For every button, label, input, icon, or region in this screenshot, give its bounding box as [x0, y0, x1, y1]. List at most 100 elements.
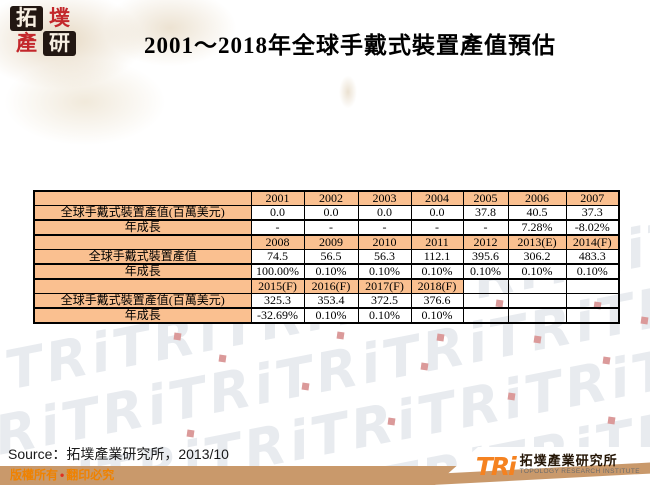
growth-cell: -8.02%	[565, 219, 620, 236]
value-cell: 37.8	[462, 205, 509, 221]
year-cell: 2014(F)	[565, 234, 620, 250]
empty-cell	[565, 278, 620, 294]
value-row: 全球手戴式裝置產值(百萬美元) 0.0 0.0 0.0 0.0 37.8 40.…	[33, 205, 620, 221]
row-label: 全球手戴式裝置產值(百萬美元)	[33, 293, 252, 309]
year-cell: 2006	[507, 190, 567, 206]
value-cell: 56.5	[303, 249, 359, 265]
tri-mark-icon: TRi	[475, 452, 517, 481]
value-cell: 0.0	[410, 205, 464, 221]
watermark-dot	[336, 331, 345, 340]
tri-logo: TRi 拓墣產業研究所 TOPOLOGY RESEARCH INSTITUTE	[475, 452, 640, 481]
year-cell: 2007	[565, 190, 620, 206]
data-table: 2001 2002 2003 2004 2005 2006 2007 全球手戴式…	[33, 190, 620, 324]
year-cell: 2009	[303, 234, 359, 250]
growth-cell: 0.10%	[303, 263, 359, 280]
row-label: 年成長	[33, 263, 252, 280]
growth-cell: -	[410, 219, 464, 236]
value-cell: 306.2	[507, 249, 567, 265]
watermark-dot	[173, 332, 182, 341]
corner-cell	[33, 190, 252, 206]
watermark-dot	[301, 382, 310, 391]
corner-cell	[33, 278, 252, 294]
copyright-text: 版權所有 • 翻印必究	[0, 466, 650, 485]
row-label: 年成長	[33, 307, 252, 324]
source-note: Source：拓墣產業研究所，2013/10	[8, 446, 229, 462]
year-cell: 2008	[250, 234, 305, 250]
seal-char: 墣	[49, 6, 70, 30]
growth-cell: -	[250, 219, 305, 236]
empty-cell	[507, 278, 567, 294]
watermark-dot	[420, 362, 429, 371]
watermark-dot	[607, 416, 616, 425]
copyright-right: 翻印必究	[66, 468, 115, 482]
growth-cell: 7.28%	[507, 219, 567, 236]
value-cell: 0.0	[357, 205, 412, 221]
watermark-dot	[387, 417, 396, 426]
value-cell: 56.3	[357, 249, 412, 265]
year-cell: 2002	[303, 190, 359, 206]
year-cell: 2015(F)	[250, 278, 305, 294]
row-label: 全球手戴式裝置產值(百萬美元)	[33, 205, 252, 221]
seal-char: 產	[16, 31, 37, 55]
watermark-dot	[436, 333, 445, 342]
value-cell: 353.4	[303, 293, 359, 309]
year-cell: 2004	[410, 190, 464, 206]
year-cell: 2005	[462, 190, 509, 206]
company-seal-logo: 拓 墣 產 研	[10, 6, 76, 56]
value-row: 全球手戴式裝置產值 74.5 56.5 56.3 112.1 395.6 306…	[33, 249, 620, 265]
growth-cell: -	[303, 219, 359, 236]
value-cell: 0.0	[250, 205, 305, 221]
value-cell: 372.5	[357, 293, 412, 309]
copyright-left: 版權所有	[10, 468, 59, 482]
growth-cell: -32.69%	[250, 307, 305, 324]
growth-cell: 0.10%	[357, 307, 412, 324]
value-row: 全球手戴式裝置產值(百萬美元) 325.3 353.4 372.5 376.6	[33, 293, 620, 309]
year-cell: 2011	[410, 234, 464, 250]
value-cell: 483.3	[565, 249, 620, 265]
row-label: 年成長	[33, 219, 252, 236]
year-header-row: 2015(F) 2016(F) 2017(F) 2018(F)	[33, 278, 620, 294]
copyright-dot: •	[60, 468, 65, 482]
row-label: 全球手戴式裝置產值	[33, 249, 252, 265]
value-cell: 112.1	[410, 249, 464, 265]
brand-names: 拓墣產業研究所 TOPOLOGY RESEARCH INSTITUTE	[519, 453, 640, 476]
growth-cell: 0.10%	[507, 263, 567, 280]
year-header-row: 2001 2002 2003 2004 2005 2006 2007	[33, 190, 620, 206]
watermark-dot	[602, 356, 611, 365]
year-cell: 2012	[462, 234, 509, 250]
year-cell: 2016(F)	[303, 278, 359, 294]
year-header-row: 2008 2009 2010 2011 2012 2013(E) 2014(F)	[33, 234, 620, 250]
value-cell: 37.3	[565, 205, 620, 221]
growth-cell: -	[462, 219, 509, 236]
value-cell: 376.6	[410, 293, 464, 309]
year-cell: 2010	[357, 234, 412, 250]
value-cell: 74.5	[250, 249, 305, 265]
year-cell: 2013(E)	[507, 234, 567, 250]
value-cell: 395.6	[462, 249, 509, 265]
watermark-dot	[507, 392, 516, 401]
brand-name-zh: 拓墣產業研究所	[519, 453, 618, 468]
empty-cell	[462, 278, 509, 294]
year-cell: 2018(F)	[410, 278, 464, 294]
empty-cell	[507, 307, 567, 324]
empty-cell	[507, 293, 567, 309]
empty-cell	[565, 307, 620, 324]
year-cell: 2017(F)	[357, 278, 412, 294]
growth-cell: -	[357, 219, 412, 236]
growth-row: 年成長 100.00% 0.10% 0.10% 0.10% 0.10% 0.10…	[33, 263, 620, 280]
empty-cell	[565, 293, 620, 309]
growth-cell: 0.10%	[410, 307, 464, 324]
brand-name-en: TOPOLOGY RESEARCH INSTITUTE	[519, 468, 640, 476]
watermark-dot	[640, 316, 649, 325]
growth-row: 年成長 - - - - - 7.28% -8.02%	[33, 219, 620, 236]
empty-cell	[462, 293, 509, 309]
corner-cell	[33, 234, 252, 250]
growth-cell: 0.10%	[462, 263, 509, 280]
growth-cell: 0.10%	[303, 307, 359, 324]
growth-cell: 0.10%	[357, 263, 412, 280]
seal-char: 研	[43, 31, 76, 56]
slide-title: 2001～2018年全球手戴式裝置產值預估	[144, 33, 556, 58]
seal-char: 拓	[10, 6, 43, 31]
watermark-dot	[218, 354, 227, 363]
